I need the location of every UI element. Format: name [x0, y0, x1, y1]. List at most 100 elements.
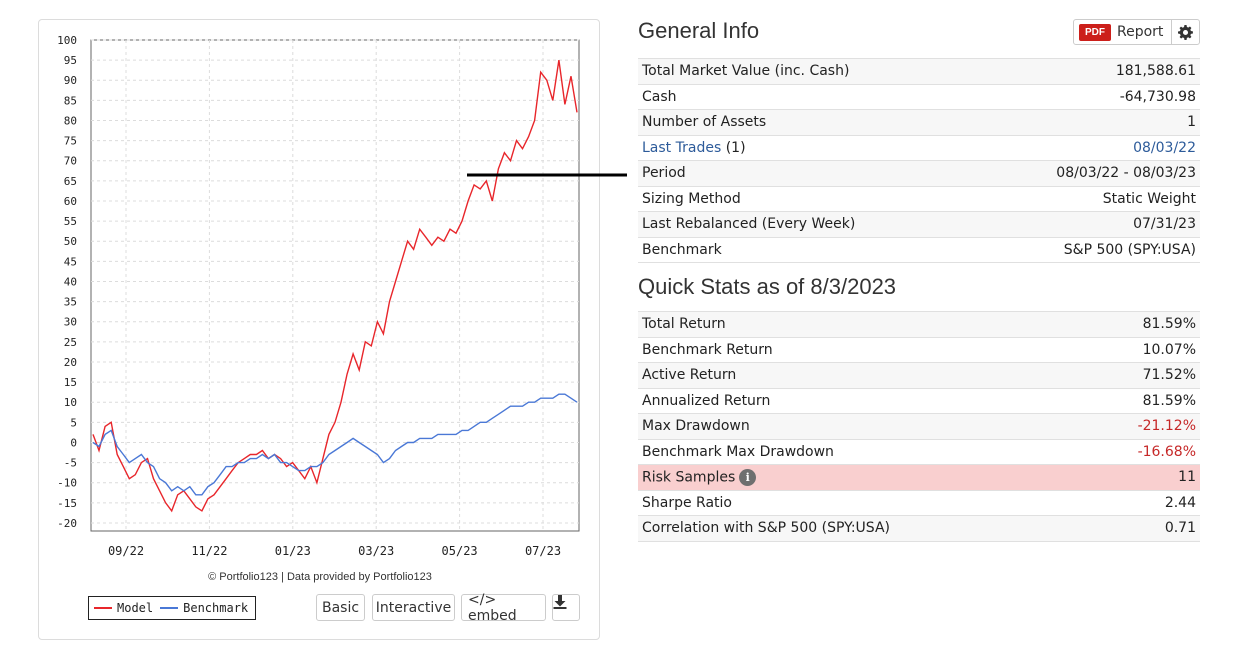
- row-value: -64,730.98: [975, 83, 1200, 110]
- interactive-button[interactable]: Interactive: [372, 594, 455, 621]
- y-tick-label: 20: [64, 356, 77, 369]
- row-value: 71.52%: [1084, 362, 1200, 388]
- legend-benchmark[interactable]: Benchmark: [160, 601, 248, 615]
- table-row: Sizing Method Static Weight: [638, 185, 1200, 212]
- x-tick-label: 07/23: [525, 544, 561, 558]
- legend-model-label: Model: [117, 601, 154, 615]
- table-row: Total Return 81.59%: [638, 311, 1200, 337]
- download-icon: [553, 595, 567, 609]
- row-label: Annualized Return: [638, 387, 1085, 414]
- row-label: Total Market Value (inc. Cash): [638, 58, 976, 84]
- y-tick-label: 90: [64, 74, 77, 87]
- row-value: 2.44: [1084, 489, 1200, 516]
- table-row: Number of Assets 1: [638, 109, 1200, 135]
- row-value: 11: [1084, 464, 1200, 490]
- table-row: Benchmark Max Drawdown -16.68%: [638, 438, 1200, 465]
- row-label: Benchmark Max Drawdown: [638, 438, 1085, 465]
- table-row: Max Drawdown -21.12%: [638, 413, 1200, 439]
- y-tick-label: 95: [64, 54, 77, 67]
- last-trades-date-cell: 08/03/22: [975, 134, 1200, 161]
- quick-stats-title: Quick Stats as of 8/3/2023: [638, 274, 897, 299]
- x-tick-label: 03/23: [358, 544, 394, 558]
- legend-benchmark-swatch: [160, 607, 179, 609]
- row-label: Last Rebalanced (Every Week): [638, 211, 976, 237]
- y-tick-label: 50: [64, 235, 77, 248]
- x-tick-label: 09/22: [108, 544, 144, 558]
- y-tick-label: 0: [70, 436, 77, 449]
- y-tick-label: 100: [57, 34, 77, 47]
- row-value: 81.59%: [1084, 387, 1200, 414]
- chart-legend: Model Benchmark: [88, 596, 256, 620]
- y-tick-label: 30: [64, 316, 77, 329]
- y-tick-label: 5: [70, 416, 77, 429]
- y-tick-label: 80: [64, 114, 77, 127]
- row-label: Cash: [638, 83, 976, 110]
- table-row: Cash -64,730.98: [638, 83, 1200, 110]
- last-trades-date-link[interactable]: 08/03/22: [1133, 139, 1196, 156]
- y-tick-label: 10: [64, 396, 77, 409]
- performance-chart: 1009590858075706560555045403530252015105…: [57, 34, 580, 558]
- plot-area: [90, 39, 580, 532]
- gear-icon: [1178, 24, 1193, 40]
- row-value: 07/31/23: [975, 211, 1200, 237]
- y-tick-label: -20: [57, 517, 77, 530]
- row-value: 08/03/22 - 08/03/23: [975, 160, 1200, 186]
- settings-button[interactable]: [1171, 19, 1200, 45]
- row-value: -21.12%: [1084, 413, 1200, 439]
- row-label: Risk Samples: [642, 469, 736, 486]
- table-row: Annualized Return 81.59%: [638, 387, 1200, 414]
- risk-samples-cell: Risk Samples i: [638, 464, 1085, 490]
- legend-benchmark-label: Benchmark: [183, 601, 249, 615]
- row-label: Benchmark Return: [638, 336, 1085, 363]
- report-label: Report: [1117, 24, 1164, 40]
- last-trades-cell: Last Trades (1): [638, 134, 976, 161]
- last-trades-count: (1): [725, 139, 746, 156]
- y-tick-label: -10: [57, 477, 77, 490]
- row-label: Active Return: [638, 362, 1085, 388]
- x-tick-label: 05/23: [442, 544, 478, 558]
- download-button[interactable]: [552, 594, 580, 621]
- y-tick-label: 35: [64, 296, 77, 309]
- row-value: Static Weight: [975, 185, 1200, 212]
- table-row: Sharpe Ratio 2.44: [638, 489, 1200, 516]
- y-tick-label: -5: [64, 457, 77, 470]
- y-tick-label: 60: [64, 195, 77, 208]
- row-value: 0.71: [1084, 515, 1200, 542]
- chart-credit: © Portfolio123 | Data provided by Portfo…: [208, 571, 432, 583]
- row-label: Period: [638, 160, 976, 186]
- y-tick-label: 45: [64, 255, 77, 268]
- series-line-benchmark: [92, 393, 578, 496]
- table-row: Last Trades (1) 08/03/22: [638, 134, 1200, 161]
- table-row: Correlation with S&P 500 (SPY:USA) 0.71: [638, 515, 1200, 542]
- legend-model-swatch: [94, 607, 112, 609]
- y-tick-label: 55: [64, 215, 77, 228]
- basic-button[interactable]: Basic: [316, 594, 365, 621]
- x-tick-label: 11/22: [191, 544, 227, 558]
- table-row: Active Return 71.52%: [638, 362, 1200, 388]
- legend-model[interactable]: Model: [94, 601, 153, 615]
- general-info-table: Total Market Value (inc. Cash) 181,588.6…: [638, 58, 1200, 263]
- y-tick-label: 75: [64, 135, 77, 148]
- table-row: Total Market Value (inc. Cash) 181,588.6…: [638, 58, 1200, 84]
- row-value: 81.59%: [1084, 311, 1200, 337]
- y-tick-label: 40: [64, 275, 77, 288]
- y-tick-label: 65: [64, 175, 77, 188]
- row-label: Correlation with S&P 500 (SPY:USA): [638, 515, 1085, 542]
- embed-button[interactable]: </> embed: [461, 592, 546, 624]
- series-line-model: [92, 59, 578, 513]
- row-value: 1: [975, 109, 1200, 135]
- info-icon[interactable]: i: [739, 468, 757, 486]
- table-row: Last Rebalanced (Every Week) 07/31/23: [638, 211, 1200, 237]
- row-label: Benchmark: [638, 236, 976, 263]
- pdf-report-button[interactable]: PDF Report: [1073, 19, 1172, 45]
- row-value: 181,588.61: [975, 58, 1200, 84]
- x-tick-label: 01/23: [275, 544, 311, 558]
- row-label: Sizing Method: [638, 185, 976, 212]
- row-label: Sharpe Ratio: [638, 489, 1085, 516]
- general-info-title: General Info: [638, 18, 760, 43]
- y-tick-label: -15: [57, 497, 77, 510]
- quick-stats-table: Total Return 81.59% Benchmark Return 10.…: [638, 311, 1200, 542]
- row-value: S&P 500 (SPY:USA): [975, 236, 1200, 263]
- last-trades-link[interactable]: Last Trades: [642, 139, 722, 156]
- row-label: Number of Assets: [638, 109, 976, 135]
